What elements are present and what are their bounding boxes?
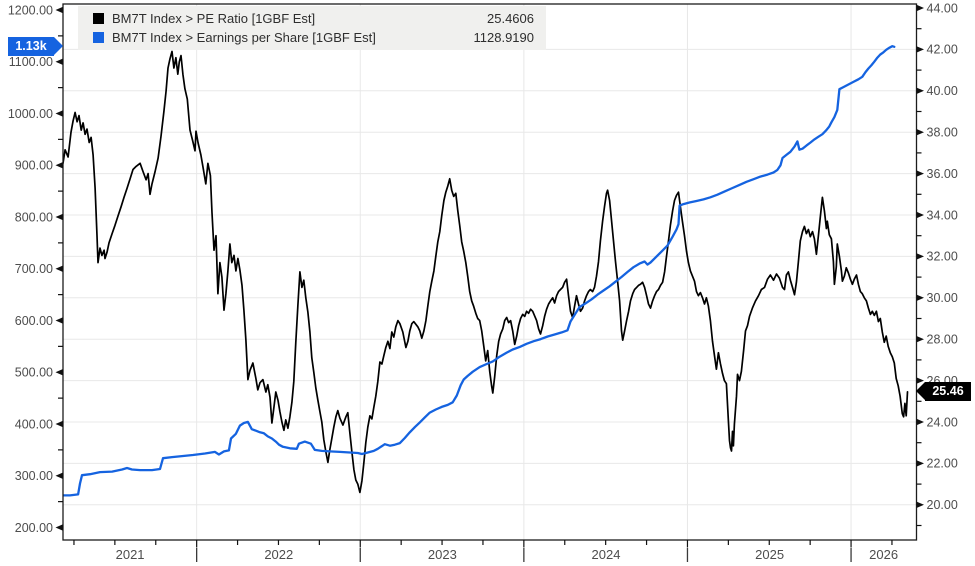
left-axis-tick: [55, 472, 63, 479]
right-axis-tick: [916, 377, 924, 384]
right-axis-tick-label: 40.00: [927, 84, 958, 98]
series-line-eps[interactable]: [63, 45, 896, 497]
right-axis-tick-label: 44.00: [927, 1, 958, 15]
left-axis-tick: [55, 420, 63, 428]
x-axis-year-label: 2022: [264, 547, 293, 562]
gridlines: [63, 4, 917, 540]
left-axis-tick-label: 1100.00: [9, 55, 53, 69]
legend-value: 1128.9190: [473, 30, 535, 45]
left-axis-tick-label: 300.00: [15, 469, 53, 483]
left-axis-tick-label: 800.00: [15, 210, 53, 224]
left-axis-tick: [55, 213, 63, 221]
left-axis-tick-label: 1200.00: [8, 3, 53, 17]
right-axis-tick-label: 28.00: [927, 333, 958, 347]
right-axis-tick-label: 30.00: [927, 291, 958, 305]
right-axis-tick-label: 32.00: [927, 250, 958, 264]
left-axis-tick: [55, 110, 63, 117]
right-axis-tick-label: 42.00: [927, 43, 958, 57]
legend-label: BM7T Index > PE Ratio [1GBF Est]: [112, 11, 316, 26]
right-axis-tick-label: 20.00: [927, 498, 958, 512]
left-axis-tick-label: 900.00: [15, 159, 53, 173]
right-axis-tick: [916, 87, 924, 94]
right-axis-tick-label: 34.00: [927, 208, 958, 222]
legend-label: BM7T Index > Earnings per Share [1GBF Es…: [112, 30, 376, 45]
right-axis-tick: [916, 253, 924, 260]
right-axis-tick: [916, 4, 924, 12]
right-axis-tick: [916, 501, 924, 508]
x-axis-year-label: 2026: [869, 547, 898, 562]
x-axis-year-label: 2024: [592, 547, 621, 562]
left-axis-tick-label: 600.00: [15, 314, 53, 328]
right-axis-tick: [916, 294, 924, 301]
left-axis-tick: [55, 162, 63, 169]
x-axis-year-label: 2023: [428, 547, 457, 562]
axes: 1200.00 1100.00 1000.00 900.00 800.00 700.00 6…: [8, 1, 958, 562]
eps-last-value-badge: 1.13k: [8, 37, 63, 57]
left-axis-tick-label: 700.00: [15, 262, 53, 276]
right-axis-tick: [916, 418, 924, 426]
left-axis-tick-label: 200.00: [15, 521, 53, 535]
right-axis-tick: [916, 46, 924, 53]
left-axis-tick: [55, 265, 63, 272]
x-axis-year-label: 2021: [116, 547, 145, 562]
right-axis-tick: [916, 336, 924, 343]
plot-border: [62, 3, 918, 541]
right-axis-tick: [916, 211, 924, 219]
eps-swatch-icon: [93, 32, 104, 43]
left-axis-tick-label: 400.00: [15, 417, 53, 431]
left-axis-tick: [55, 524, 63, 531]
right-axis-tick-label: 22.00: [927, 457, 958, 471]
right-axis-tick-label: 24.00: [927, 415, 958, 429]
left-axis-tick-label: 500.00: [15, 366, 53, 380]
right-axis-tick: [916, 129, 924, 136]
left-axis-tick-label: 1000.00: [8, 107, 53, 121]
left-axis-tick: [55, 317, 63, 324]
left-axis-tick: [55, 369, 63, 376]
right-axis-tick-label: 36.00: [927, 167, 958, 181]
legend-item-pe-ratio[interactable]: BM7T Index > PE Ratio [1GBF Est] 25.4606: [93, 9, 534, 28]
pe-last-value-badge: 25.46: [916, 382, 971, 402]
right-axis-tick: [916, 460, 924, 467]
left-axis-tick: [55, 58, 63, 65]
left-axis-tick: [55, 6, 63, 14]
pe-ratio-swatch-icon: [93, 13, 104, 24]
legend: BM7T Index > PE Ratio [1GBF Est] 25.4606…: [78, 6, 546, 50]
right-axis-tick: [916, 170, 924, 177]
series-line-pe-ratio[interactable]: [63, 50, 909, 494]
legend-value: 25.4606: [487, 11, 534, 26]
right-axis-tick-label: 38.00: [927, 126, 958, 140]
series-group: [63, 45, 909, 497]
x-axis-year-label: 2025: [755, 547, 784, 562]
legend-item-eps[interactable]: BM7T Index > Earnings per Share [1GBF Es…: [93, 28, 534, 47]
